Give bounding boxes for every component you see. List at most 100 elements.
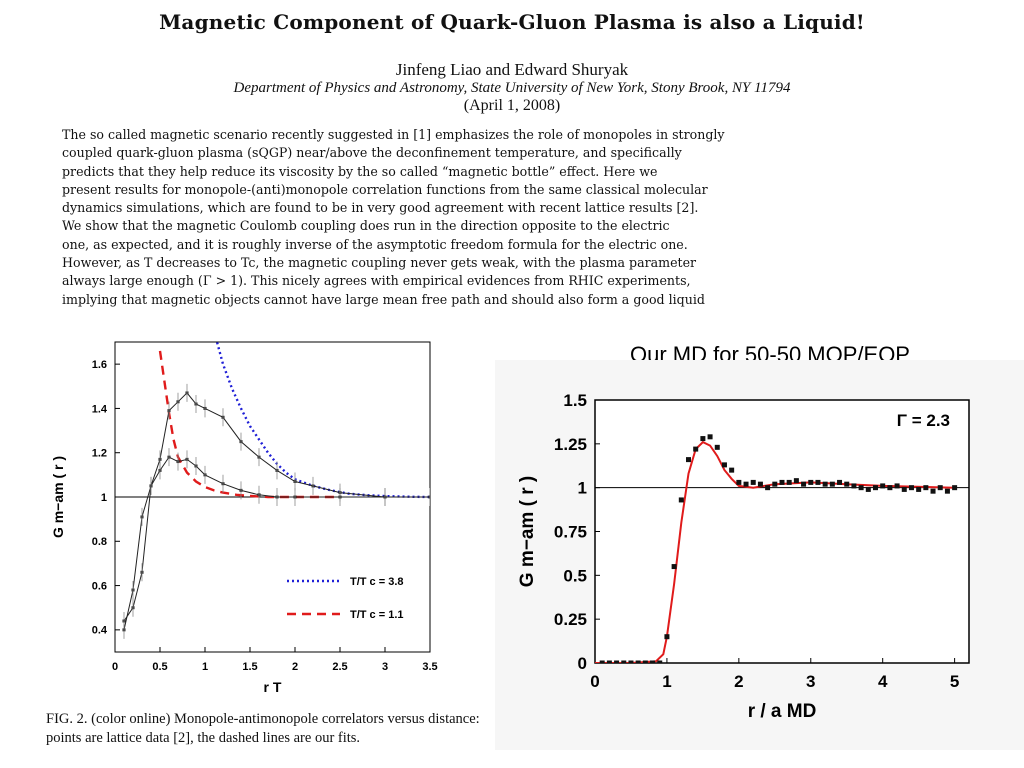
y-tick-label: 1.2 bbox=[92, 448, 107, 460]
data-point bbox=[908, 485, 914, 491]
data-point bbox=[880, 483, 886, 489]
data-point bbox=[865, 486, 871, 492]
y-tick-label: 1.4 bbox=[92, 403, 108, 415]
abstract-line: present results for monopole-(anti)monop… bbox=[62, 181, 708, 197]
data-point bbox=[614, 660, 620, 663]
data-point bbox=[714, 444, 720, 450]
y-tick-label: 0.8 bbox=[92, 536, 107, 548]
abstract-line: coupled quark-gluon plasma (sQGP) near/a… bbox=[62, 145, 682, 161]
data-point bbox=[894, 483, 900, 489]
abstract-line: always large enough (Γ > 1). This nicely… bbox=[62, 273, 691, 289]
x-tick-label: 2.5 bbox=[332, 661, 347, 673]
y-tick-label: 0.6 bbox=[92, 580, 107, 592]
data-point bbox=[822, 481, 828, 487]
data-point bbox=[901, 486, 907, 492]
data-point bbox=[628, 660, 634, 663]
abstract-line: The so called magnetic scenario recently… bbox=[62, 127, 725, 142]
x-tick-label: 2 bbox=[292, 661, 298, 673]
y-tick-label: 1 bbox=[578, 479, 587, 498]
abstract-line: one, as expected, and it is roughly inve… bbox=[62, 236, 688, 252]
data-point bbox=[635, 660, 641, 663]
data-point bbox=[729, 467, 735, 473]
plot-frame bbox=[594, 399, 970, 664]
y-axis-label: G m−am ( r ) bbox=[517, 476, 538, 587]
x-tick-label: 3.5 bbox=[422, 661, 437, 673]
data-point bbox=[916, 486, 922, 492]
y-tick-label: 0.4 bbox=[92, 625, 108, 637]
data-point bbox=[851, 483, 857, 489]
data-point bbox=[736, 479, 742, 485]
data-point bbox=[858, 485, 864, 491]
y-tick-label: 0.25 bbox=[554, 610, 587, 629]
data-point bbox=[873, 485, 878, 491]
data-point bbox=[844, 481, 850, 487]
data-point bbox=[606, 660, 612, 663]
abstract: The so called magnetic scenario recently… bbox=[62, 126, 946, 314]
data-point bbox=[664, 634, 670, 640]
data-point bbox=[650, 660, 656, 663]
data-point bbox=[678, 497, 684, 503]
data-point bbox=[428, 495, 430, 499]
data-point bbox=[801, 481, 807, 487]
paper-title: Magnetic Component of Quark-Gluon Plasma… bbox=[159, 10, 865, 34]
data-point bbox=[621, 660, 627, 663]
plot-area bbox=[122, 342, 430, 639]
x-tick-label: 4 bbox=[878, 672, 888, 691]
x-tick-label: 1 bbox=[202, 661, 208, 673]
x-tick-label: 0 bbox=[112, 661, 118, 673]
x-axis-label: r T bbox=[264, 679, 282, 695]
data-point bbox=[700, 436, 706, 442]
x-axis-label: r / a MD bbox=[748, 701, 817, 722]
x-tick-label: 0 bbox=[590, 672, 599, 691]
abstract-line: predicts that they help reduce its visco… bbox=[62, 163, 658, 179]
y-tick-label: 1.25 bbox=[554, 435, 587, 454]
data-point bbox=[599, 660, 605, 663]
plot-area bbox=[595, 434, 958, 663]
data-point bbox=[743, 481, 749, 487]
y-tick-label: 1.5 bbox=[563, 391, 587, 410]
data-point bbox=[657, 660, 663, 663]
md-correlator-chart: 0 1 2 3 4 5 0 0.25 0.5 0.75 1 1.25 1.5 r / a MD G m−am… bbox=[495, 360, 1024, 750]
x-tick-label: 3 bbox=[382, 661, 388, 673]
lattice-correlator-chart: 0 0.5 1 1.5 2 2.5 3 3.5 0.4 0.6 0.8 1 1.2 1.4 1.6 r T G … bbox=[50, 341, 438, 695]
paper-date: (April 1, 2008) bbox=[463, 97, 561, 114]
data-point bbox=[707, 434, 713, 440]
abstract-line: However, as T decreases to Tc, the magne… bbox=[62, 255, 697, 271]
x-tick-label: 2 bbox=[734, 672, 743, 691]
x-tick-label: 3 bbox=[806, 672, 815, 691]
data-point bbox=[837, 479, 843, 485]
data-point bbox=[779, 479, 785, 485]
data-point bbox=[757, 481, 763, 487]
abstract-line: implying that magnetic objects cannot ha… bbox=[62, 291, 705, 307]
data-point bbox=[944, 488, 950, 494]
y-axis-label: G m−am ( r ) bbox=[50, 456, 66, 538]
data-point bbox=[923, 485, 929, 491]
data-point bbox=[693, 446, 699, 452]
data-point bbox=[829, 481, 835, 487]
y-tick-label: 0.5 bbox=[563, 566, 587, 585]
data-point bbox=[721, 462, 727, 468]
gamma-annotation: Γ = 2.3 bbox=[897, 411, 950, 430]
data-point bbox=[765, 485, 771, 491]
data-point bbox=[793, 478, 799, 484]
y-tick-label: 0 bbox=[578, 654, 587, 673]
data-point bbox=[930, 488, 936, 494]
data-point bbox=[642, 660, 648, 663]
x-tick-label: 1 bbox=[662, 672, 671, 691]
figure-caption: FIG. 2. (color online) Monopole-antimono… bbox=[46, 711, 480, 746]
data-point bbox=[815, 479, 821, 485]
abstract-line: dynamics simulations, which are found to… bbox=[62, 200, 699, 216]
data-point bbox=[937, 485, 943, 491]
data-point bbox=[686, 457, 691, 463]
data-point bbox=[772, 481, 778, 487]
y-tick-label: 1.6 bbox=[92, 359, 107, 371]
y-tick-label: 0.75 bbox=[554, 522, 587, 541]
data-point bbox=[750, 479, 756, 485]
legend-label: T/T c = 1.1 bbox=[350, 609, 404, 621]
legend-label: T/T c = 3.8 bbox=[350, 576, 404, 588]
data-point bbox=[952, 485, 958, 491]
y-tick-label: 1 bbox=[101, 492, 107, 504]
data-point bbox=[887, 485, 893, 491]
paper-authors: Jinfeng Liao and Edward Shuryak bbox=[395, 60, 629, 79]
x-tick-label: 0.5 bbox=[152, 661, 167, 673]
